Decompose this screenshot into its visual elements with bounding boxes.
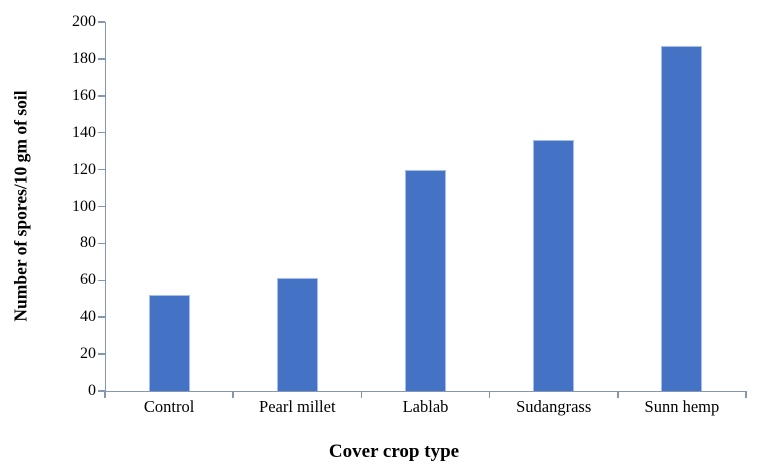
y-axis-tick-label: 40 (80, 308, 96, 326)
plot-area (105, 22, 747, 392)
y-axis-tick (98, 242, 105, 245)
y-axis-tick-label: 140 (72, 123, 96, 141)
y-axis-tick (98, 168, 105, 171)
y-axis-tick (98, 279, 105, 282)
y-axis-tick (98, 390, 105, 392)
x-axis-tick (360, 392, 363, 398)
x-axis-tick (104, 392, 106, 398)
x-axis-category-label: Sudangrass (516, 397, 592, 416)
x-axis-tick (745, 392, 747, 398)
y-axis-tick (98, 95, 105, 97)
x-axis-title: Cover crop type (328, 441, 460, 462)
x-axis-category-label: Pearl millet (259, 397, 336, 416)
bar-pearl-millet (276, 278, 318, 391)
y-axis-tick-label: 180 (72, 49, 96, 67)
bar-sunn-hemp (661, 45, 703, 391)
y-axis-tick-label: 20 (80, 345, 96, 363)
y-axis-tick (98, 353, 105, 355)
bar-lablab (405, 169, 446, 391)
y-axis-tick-label: 80 (80, 234, 96, 252)
x-axis-category-label: Sunn hemp (644, 397, 720, 416)
x-axis-category-label: Control (143, 397, 195, 416)
y-axis-tick (98, 131, 105, 134)
x-axis-tick (488, 392, 491, 398)
y-axis-tick-label: 200 (72, 13, 96, 30)
y-axis-tick (98, 21, 105, 23)
y-axis-tick-label: 100 (72, 197, 96, 215)
y-axis-tick-label: 160 (72, 86, 96, 104)
x-axis-tick (232, 392, 234, 398)
y-axis-tick-label: 60 (80, 271, 96, 289)
y-axis-tick-label: 120 (72, 160, 96, 178)
y-axis-tick-label: 0 (88, 382, 96, 399)
y-axis-tick (98, 58, 105, 60)
bar-sudangrass (533, 140, 575, 391)
y-axis-tick (98, 205, 105, 208)
x-axis-tick (617, 392, 619, 398)
y-axis-tick (98, 316, 105, 318)
x-axis-category-label: Lablab (402, 397, 449, 416)
bar-control (148, 295, 190, 391)
